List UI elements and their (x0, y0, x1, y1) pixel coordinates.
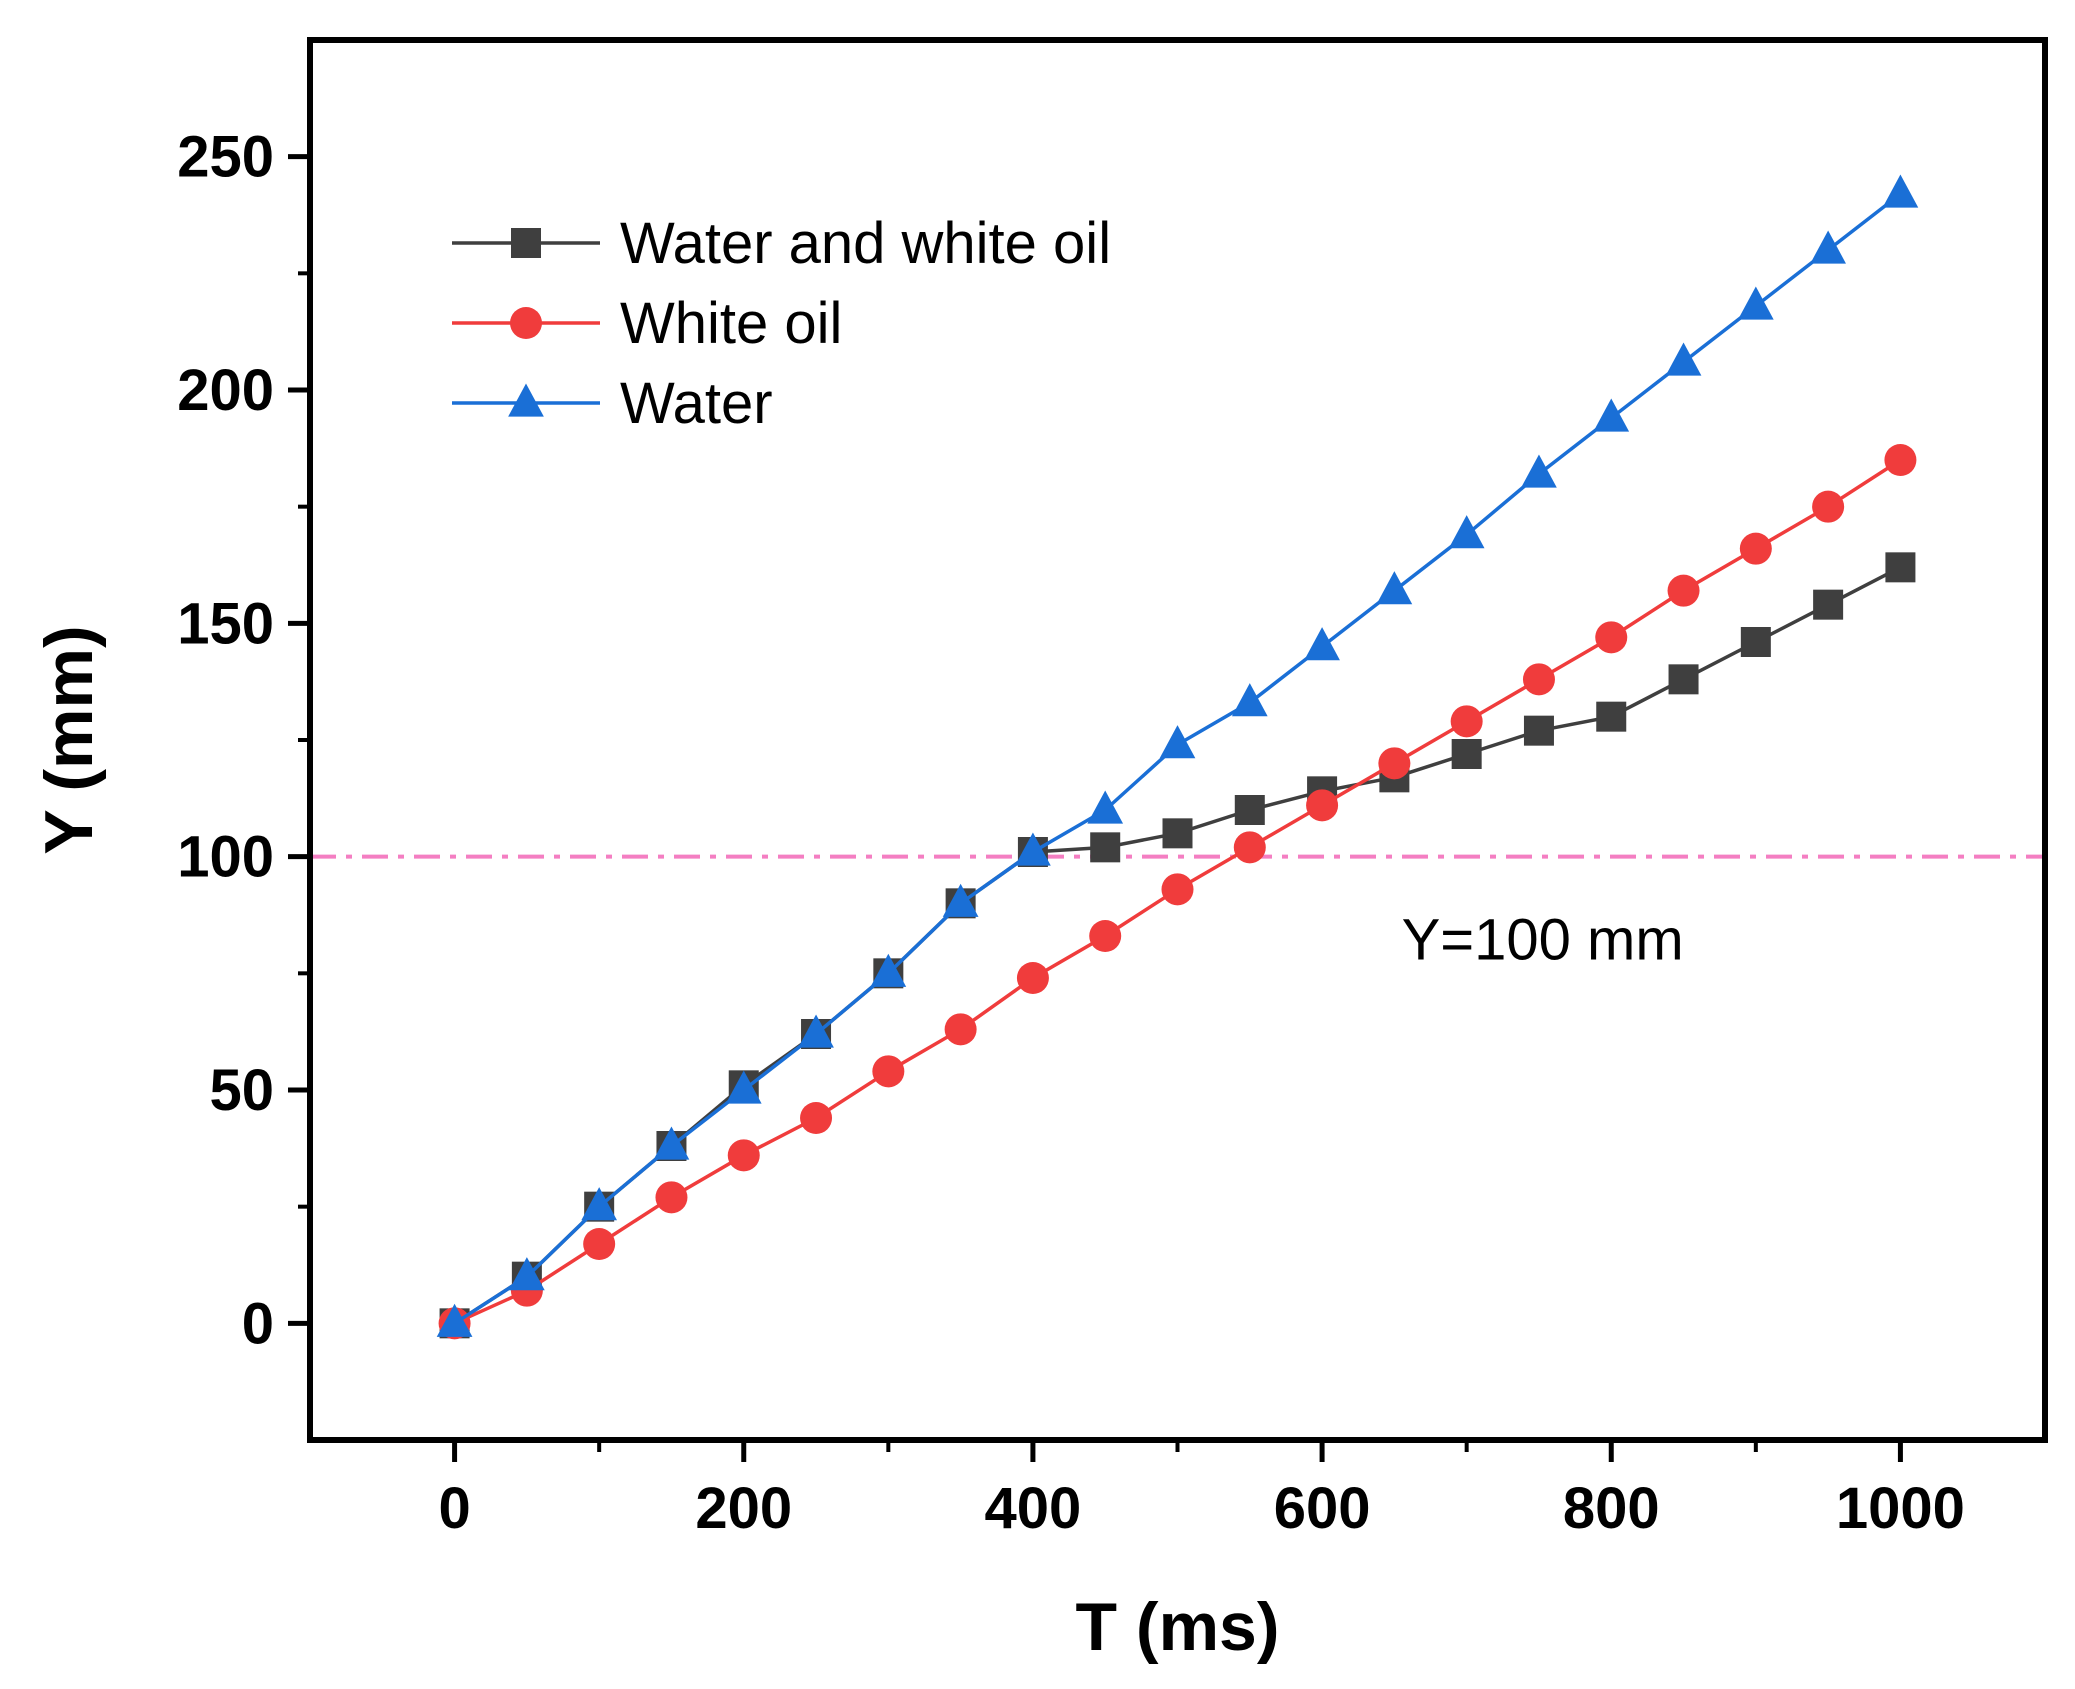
data-point (1593, 398, 1630, 432)
legend-label: White oil (620, 291, 842, 356)
data-point (1740, 627, 1771, 657)
x-tick-label: 400 (985, 1476, 1082, 1541)
x-tick-label: 200 (695, 1476, 792, 1541)
data-point (1233, 831, 1266, 864)
data-point (1668, 664, 1699, 695)
data-point (1016, 962, 1049, 994)
y-tick-label: 150 (177, 591, 274, 656)
data-point (725, 1070, 762, 1104)
data-point (727, 1139, 760, 1172)
data-point (1234, 795, 1265, 825)
data-point (1450, 705, 1483, 738)
x-tick-label: 1000 (1836, 1476, 1965, 1541)
data-point (942, 883, 979, 917)
data-point (1665, 342, 1702, 376)
data-point (1378, 747, 1411, 780)
series-white-oil (438, 444, 1917, 1340)
data-point (1596, 701, 1627, 732)
legend-entry: White oil (452, 291, 842, 356)
data-point (1521, 454, 1557, 488)
legend-entry: Water and white oil (452, 211, 1111, 276)
data-point (1159, 725, 1196, 759)
data-point (655, 1181, 688, 1214)
data-point (1162, 818, 1193, 849)
y-tick-label: 200 (177, 358, 274, 423)
series-water-and-white-oil (439, 552, 1916, 1339)
data-point (1231, 683, 1268, 717)
x-tick-label: 600 (1274, 1476, 1371, 1541)
data-point (944, 1013, 977, 1046)
data-point (581, 1187, 618, 1221)
data-point (1739, 532, 1772, 565)
legend: Water and white oil White oil Water (452, 211, 1111, 436)
axis-layer: 0 200 400 600 800 1000 0 50 100 150 200 250 (177, 125, 1965, 1541)
x-axis-title: T (ms) (1076, 1589, 1280, 1665)
data-point (1087, 790, 1124, 824)
data-point (1885, 552, 1916, 583)
data-point (1376, 571, 1413, 605)
data-point (1813, 589, 1844, 620)
data-point (1595, 621, 1628, 654)
data-point (798, 1014, 834, 1048)
data-point (1451, 739, 1482, 769)
legend-entry: Water (452, 371, 773, 436)
data-point (1812, 490, 1845, 523)
legend-marker (510, 307, 542, 339)
data-point (653, 1126, 690, 1160)
data-point (1884, 444, 1917, 476)
x-tick-label: 0 (438, 1476, 470, 1541)
legend-label: Water and white oil (620, 211, 1111, 276)
data-point (1015, 832, 1051, 866)
data-point (436, 1303, 473, 1337)
legend-marker (508, 383, 544, 417)
legend-label: Water (620, 371, 773, 436)
series-water (436, 174, 1919, 1337)
data-point (870, 953, 907, 987)
legend-marker (511, 228, 541, 258)
reference-line-label: Y=100 mm (1402, 907, 1684, 972)
data-point (1089, 920, 1122, 952)
y-tick-label: 100 (177, 825, 274, 890)
data-point (1161, 873, 1194, 906)
data-point (1667, 574, 1700, 607)
series-layer (436, 174, 1919, 1340)
data-point (872, 1055, 905, 1088)
data-point (1810, 230, 1846, 264)
y-tick-label: 250 (177, 125, 274, 190)
x-tick-label: 800 (1563, 1476, 1660, 1541)
data-point (1448, 515, 1485, 549)
data-point (1882, 174, 1919, 208)
data-point (583, 1228, 616, 1260)
data-point (1522, 663, 1555, 696)
data-point (1737, 286, 1774, 320)
y-tick-label: 0 (242, 1291, 274, 1356)
data-point (800, 1102, 833, 1134)
data-point (1304, 627, 1340, 661)
data-point (1523, 715, 1554, 746)
y-axis-title: Y (mm) (31, 625, 107, 854)
data-point (1090, 832, 1121, 863)
y-tick-label: 50 (209, 1058, 274, 1123)
data-point (509, 1257, 545, 1291)
data-point (1306, 789, 1339, 822)
